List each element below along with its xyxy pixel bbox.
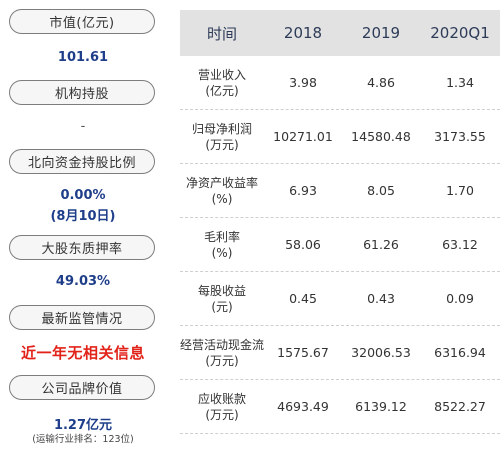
cell-2018: 6.93: [289, 183, 317, 198]
northbound-holding-label: 北向资金持股比例: [9, 149, 155, 174]
cell-2019: 32006.53: [351, 345, 411, 360]
brand-value-rank: (运输行业排名：123位): [32, 434, 134, 445]
cell-2020q1: 6316.94: [434, 345, 486, 360]
brand-value-value: 1.27亿元: [53, 418, 113, 433]
company-summary-panel: 市值(亿元) 101.61 机构持股 - 北向资金持股比例 0.00% (8月1…: [0, 0, 160, 452]
row-label: 净资产收益率 (%): [185, 175, 258, 206]
table-row-revenue: 营业收入 (亿元) 3.98 4.86 1.34: [180, 56, 500, 110]
financial-table: 时间 2018 2019 2020Q1 营业收入 (亿元) 3.98 4.86 1…: [180, 10, 500, 434]
header-2020q1: 2020Q1: [430, 24, 490, 42]
cell-2019: 8.05: [367, 183, 395, 198]
row-label: 归母净利润 (万元): [191, 121, 252, 152]
cell-2020q1: 1.70: [446, 183, 474, 198]
table-row-net-profit: 归母净利润 (万元) 10271.01 14580.48 3173.55: [180, 110, 500, 164]
table-header: 时间 2018 2019 2020Q1: [180, 10, 500, 56]
cell-2020q1: 8522.27: [434, 399, 486, 414]
cell-2018: 58.06: [285, 237, 321, 252]
institution-holding-value: -: [80, 119, 86, 134]
table-row-receivables: 应收账款 (万元) 4693.49 6139.12 8522.27: [180, 380, 500, 434]
cell-2020q1: 1.34: [446, 75, 474, 90]
table-row-gross-margin: 毛利率 (%) 58.06 61.26 63.12: [180, 218, 500, 272]
cell-2020q1: 3173.55: [434, 129, 486, 144]
cell-2018: 0.45: [289, 291, 317, 306]
regulation-status-label: 最新监管情况: [9, 305, 155, 330]
cell-2020q1: 63.12: [442, 237, 478, 252]
row-label: 营业收入 (亿元): [197, 67, 246, 98]
market-cap-label: 市值(亿元): [9, 9, 155, 34]
pledge-ratio-label: 大股东质押率: [9, 235, 155, 260]
cell-2018: 1575.67: [277, 345, 329, 360]
cell-2019: 4.86: [367, 75, 395, 90]
row-label: 应收账款 (万元): [197, 391, 246, 422]
brand-value-label: 公司品牌价值: [9, 375, 155, 400]
header-2019: 2019: [361, 24, 401, 42]
row-label: 毛利率 (%): [203, 229, 240, 260]
regulation-status-value: 近一年无相关信息: [20, 344, 145, 362]
header-time: 时间: [206, 24, 237, 43]
cell-2018: 10271.01: [273, 129, 333, 144]
pledge-ratio-value: 49.03%: [55, 274, 111, 289]
row-label: 经营活动现金流 (万元): [180, 337, 265, 368]
northbound-holding-value: 0.00%: [60, 188, 106, 203]
table-row-operating-cashflow: 经营活动现金流 (万元) 1575.67 32006.53 6316.94: [180, 326, 500, 380]
cell-2020q1: 0.09: [446, 291, 474, 306]
cell-2019: 61.26: [363, 237, 399, 252]
northbound-holding-date: (8月10日): [50, 209, 116, 224]
cell-2018: 4693.49: [277, 399, 329, 414]
table-row-roe: 净资产收益率 (%) 6.93 8.05 1.70: [180, 164, 500, 218]
cell-2019: 0.43: [367, 291, 395, 306]
header-2018: 2018: [283, 24, 323, 42]
market-cap-value: 101.61: [57, 50, 109, 65]
table-row-eps: 每股收益 (元) 0.45 0.43 0.09: [180, 272, 500, 326]
row-label: 每股收益 (元): [197, 283, 246, 314]
institution-holding-label: 机构持股: [9, 80, 155, 105]
cell-2019: 6139.12: [355, 399, 407, 414]
cell-2019: 14580.48: [351, 129, 411, 144]
cell-2018: 3.98: [289, 75, 317, 90]
